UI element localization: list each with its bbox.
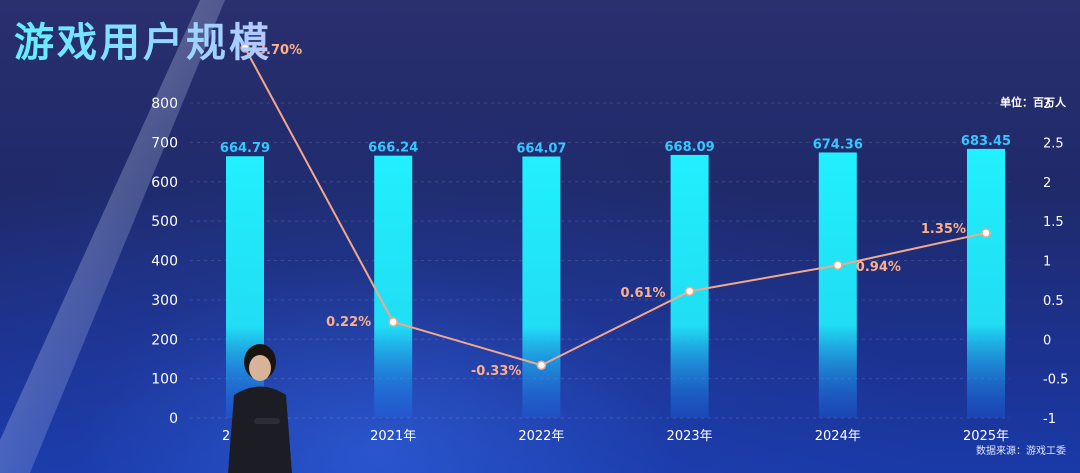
x-tick-label: 2022年 [518,429,564,444]
y-right-tick-label: 1 [1043,255,1051,270]
bar-value-label: 668.09 [665,140,715,155]
bar [818,152,857,418]
growth-value-label: 0.94% [856,260,901,275]
unit-label: 单位：百万人 [1000,96,1066,109]
y-right-tick-label: -1 [1043,412,1056,427]
growth-value-label: 3.70% [257,43,302,58]
x-tick-label: 2025年 [963,429,1009,444]
bar-value-label: 664.79 [220,141,270,156]
y-right-tick-label: 0 [1043,333,1051,348]
growth-point [684,286,695,296]
y-right-tick-label: 2 [1043,176,1051,191]
bar-value-label: 666.24 [368,141,418,156]
bar [967,148,1005,419]
growth-point [833,260,843,270]
growth-point [240,43,250,53]
source-label: 数据来源：游戏工委 [976,446,1066,457]
bar-value-label: 674.36 [813,137,863,152]
growth-value-label: 1.35% [921,222,966,237]
y-right-tick-label: -0.5 [1043,373,1068,388]
growth-line [244,47,987,367]
y-right-tick-label: 3 [1043,97,1051,112]
bar [374,155,413,418]
y-right-tick-label: 1.5 [1043,215,1064,230]
growth-point [536,360,547,370]
x-tick-label: 2021年 [370,429,416,444]
page-title: 游戏用户规模 [14,10,272,68]
bar [522,156,561,418]
x-tick-label: 2024年 [815,429,861,444]
growth-value-label: 0.22% [326,315,371,330]
growth-point [981,228,991,238]
growth-value-label: -0.33% [471,364,522,379]
bar-value-label: 664.07 [516,142,566,157]
growth-point [388,317,398,327]
growth-value-label: 0.61% [620,286,665,301]
y-right-tick-label: 2.5 [1043,136,1064,151]
x-tick-label: 2023年 [667,429,713,444]
bar-value-label: 683.45 [961,134,1011,149]
y-right-tick-label: 0.5 [1043,294,1064,309]
